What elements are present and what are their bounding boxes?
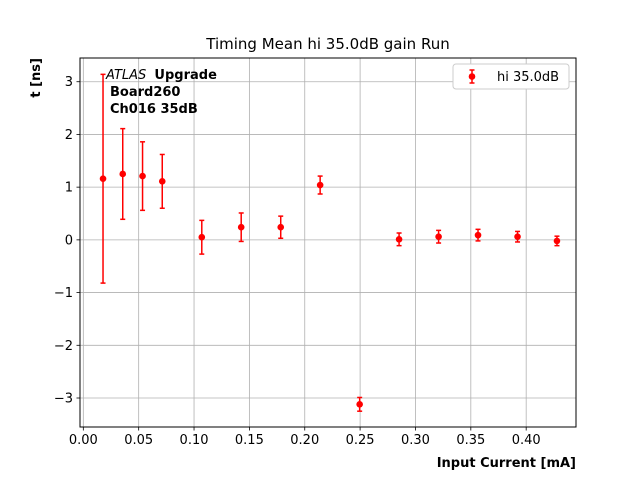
data-point (474, 231, 482, 239)
x-tick-label: 0.25 (346, 433, 375, 448)
data-point (395, 236, 403, 243)
x-tick-label: 0.05 (124, 433, 153, 448)
axis-ticks: 0.00 0.05 0.10 0.15 0.20 0.25 0.30 0.35 0.40 −3 −2… (54, 75, 541, 448)
upgrade-label: Upgrade (154, 68, 217, 83)
legend-label: hi 35.0dB (497, 70, 559, 85)
y-tick-label: 3 (65, 75, 73, 90)
board-label: Board260 (110, 85, 180, 100)
x-tick-label: 0.10 (180, 433, 209, 448)
plot-frame (79, 57, 577, 428)
data-point (514, 233, 521, 241)
chart-title: Timing Mean hi 35.0dB gain Run (205, 35, 449, 53)
data-point (237, 223, 245, 231)
x-tick-label: 0.40 (512, 433, 541, 448)
x-axis-label: Input Current [mA] (437, 456, 576, 471)
data-point (553, 237, 561, 245)
data-point (99, 175, 107, 183)
y-tick-label: −1 (54, 286, 73, 301)
atlas-annotation: ATLAS Upgrade Board260 Ch016 35dB (105, 68, 217, 117)
y-axis-label: t [ns] (29, 58, 44, 98)
x-tick-label: 0.30 (401, 433, 430, 448)
data-point (198, 233, 206, 241)
legend: hi 35.0dB (452, 63, 570, 90)
data-point (277, 223, 285, 231)
x-tick-label: 0.15 (235, 433, 264, 448)
legend-box (452, 63, 570, 90)
x-tick-label: 0.35 (456, 433, 485, 448)
grid (80, 58, 576, 427)
data-point (435, 233, 442, 241)
data-point (158, 178, 166, 185)
y-tick-label: 0 (65, 233, 73, 248)
data-point (119, 170, 127, 178)
y-tick-label: 2 (65, 128, 73, 143)
y-tick-label: −2 (54, 339, 73, 354)
legend-marker (468, 73, 476, 80)
y-tick-label: −3 (54, 392, 73, 407)
data-point (139, 172, 146, 180)
channel-label: Ch016 35dB (110, 102, 198, 117)
atlas-label: ATLAS (105, 68, 146, 83)
x-tick-label: 0.20 (290, 433, 319, 448)
data-series (99, 73, 561, 412)
data-point (316, 181, 324, 189)
x-tick-label: 0.00 (69, 433, 98, 448)
y-tick-label: 1 (65, 181, 73, 196)
svg-text:ATLAS Upgrade: ATLAS Upgrade (105, 68, 217, 83)
data-point (356, 401, 363, 408)
